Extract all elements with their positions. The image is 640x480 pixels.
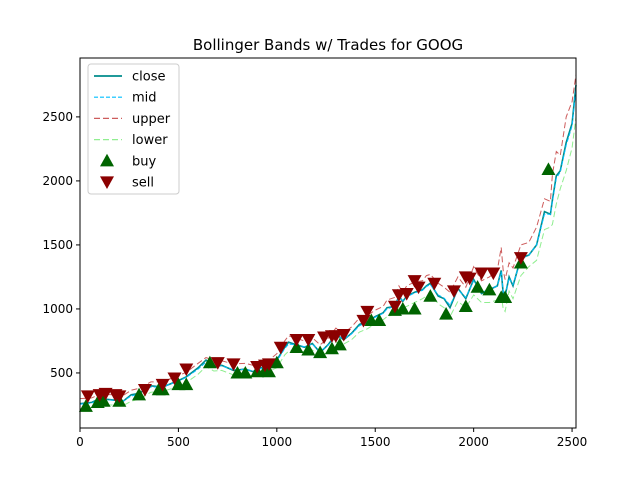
sell-marker <box>427 277 442 291</box>
y-tick-label: 2000 <box>42 174 73 188</box>
buy-marker <box>269 355 284 369</box>
buy-marker <box>498 290 513 304</box>
sell-marker <box>289 334 304 347</box>
trades-layer <box>78 162 556 412</box>
x-tick-label: 2000 <box>458 435 489 449</box>
x-axis: 0 500 1000 1500 2000 2500 <box>76 428 587 449</box>
series-line-mid <box>79 88 577 405</box>
buy-marker <box>458 299 473 312</box>
x-tick-label: 1500 <box>360 435 391 449</box>
x-tick-label: 0 <box>76 435 84 449</box>
buy-marker <box>78 399 93 412</box>
y-tick-label: 2500 <box>42 110 73 124</box>
legend-label-sell: sell <box>132 176 154 191</box>
x-tick-label: 2500 <box>557 435 588 449</box>
buy-marker <box>332 337 347 351</box>
buy-marker <box>96 394 111 407</box>
sell-marker <box>80 390 95 403</box>
sell-marker <box>387 300 402 314</box>
legend-label-lower: lower <box>132 133 168 148</box>
buy-marker <box>324 341 339 355</box>
buy-marker <box>407 301 422 315</box>
sell-marker <box>407 275 422 288</box>
legend-label-close: close <box>132 70 165 85</box>
legend-label-buy: buy <box>132 154 156 169</box>
sell-marker <box>98 387 113 401</box>
sell-marker <box>513 252 528 265</box>
series-line-upper <box>79 74 577 400</box>
buy-marker <box>132 387 147 401</box>
chart-title: Bollinger Bands w/ Trades for GOOG <box>193 36 463 54</box>
buy-marker <box>301 342 316 356</box>
sell-marker <box>446 285 461 299</box>
sell-marker <box>356 314 371 328</box>
buy-marker <box>202 355 217 369</box>
legend-label-mid: mid <box>132 91 157 106</box>
series-line-lower <box>79 116 577 410</box>
buy-marker <box>423 289 438 302</box>
sell-marker <box>462 272 477 286</box>
y-tick-label: 1000 <box>42 302 73 316</box>
x-tick-label: 1000 <box>262 435 293 449</box>
legend-swatch-sell <box>100 176 114 189</box>
sell-marker <box>137 383 152 397</box>
buy-marker <box>482 282 497 296</box>
sell-marker <box>301 334 316 347</box>
buy-marker <box>439 307 454 320</box>
sell-marker <box>261 358 276 371</box>
buy-marker <box>395 301 410 315</box>
sell-marker <box>336 328 351 342</box>
buy-marker <box>313 345 328 359</box>
buy-marker <box>470 280 485 293</box>
sell-marker <box>210 357 225 370</box>
sell-marker <box>112 390 127 403</box>
sell-marker <box>474 267 489 281</box>
sell-marker <box>226 358 241 371</box>
y-tick-label: 500 <box>50 366 73 380</box>
legend-swatch-buy <box>100 153 114 167</box>
sell-marker <box>155 378 170 392</box>
buy-marker <box>541 162 556 175</box>
sell-marker <box>399 287 414 301</box>
buy-marker <box>372 313 387 327</box>
sell-marker <box>486 267 501 281</box>
y-axis: 500 1000 1500 2000 2500 <box>42 110 80 380</box>
plot-frame <box>79 57 577 429</box>
buy-marker <box>238 365 253 379</box>
sell-marker <box>167 372 182 386</box>
sell-marker <box>273 341 288 355</box>
y-tick-label: 1500 <box>42 238 73 252</box>
sell-marker <box>411 281 426 295</box>
legend-label-upper: upper <box>132 112 171 127</box>
sell-marker <box>360 305 375 319</box>
legend: close mid upper lower buy sell <box>87 63 180 195</box>
sell-marker <box>179 363 194 377</box>
buy-marker <box>179 377 194 391</box>
x-tick-label: 500 <box>167 435 190 449</box>
